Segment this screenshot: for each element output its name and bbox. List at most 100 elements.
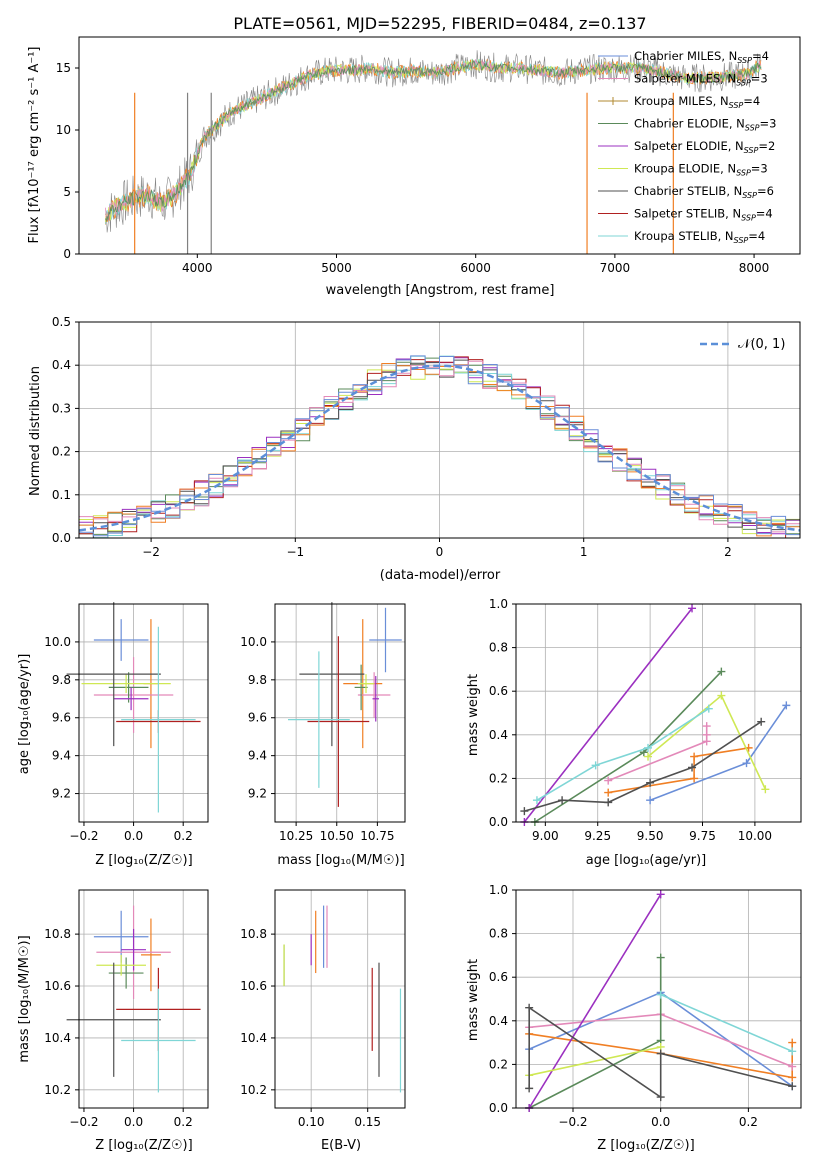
plus-marker xyxy=(688,763,697,772)
x-tick-label: −2 xyxy=(142,545,160,559)
y-tick-label: 1.0 xyxy=(489,597,508,611)
plus-marker xyxy=(646,796,655,805)
y-tick-label: 9.4 xyxy=(248,749,267,763)
massweight-line xyxy=(607,726,708,782)
plus-marker xyxy=(717,691,726,700)
y-tick-label: 0.8 xyxy=(489,641,508,655)
spectrum-model-line xyxy=(105,50,762,233)
spectrum-plot-area xyxy=(105,50,762,254)
spectrum-model-line xyxy=(105,58,762,223)
y-tick-label: 15 xyxy=(56,61,71,75)
metallicity-mass-panel: −0.2 0.0 0.2 10.2 10.4 10.6 10.8 xyxy=(44,889,209,1129)
z-mw-ylabel: mass weight xyxy=(466,959,481,1041)
y-tick-label: 0.2 xyxy=(52,445,71,459)
y-tick-label: 5 xyxy=(63,185,71,199)
age-massweight-panel: 9.00 9.25 9.50 9.75 10.00 0.0 0.2 0.4 0.6 0.8 1.0 xyxy=(489,597,802,843)
y-tick-label: 0.4 xyxy=(489,728,508,742)
x-tick-label: 0 xyxy=(436,545,444,559)
spectrum-ylabel: Flux [fλ10⁻¹⁷ erg cm⁻² s⁻¹ A⁻¹] xyxy=(27,47,42,244)
y-tick-label: 9.2 xyxy=(248,787,267,801)
legend-label: Chabrier STELIB, NSSP=6 xyxy=(634,184,774,200)
y-tick-label: 0.4 xyxy=(52,358,71,372)
panel-frame xyxy=(78,889,209,1109)
mass-ylabel: mass [log₁₀(M/M☉)] xyxy=(17,935,32,1062)
panel-frame xyxy=(515,889,802,1109)
mass-age-panel: 10.25 10.50 10.75 9.2 9.4 9.6 9.8 10.0 xyxy=(240,602,406,843)
spectrum-ticks: 4000 5000 6000 7000 8000 0 5 10 15 xyxy=(56,61,770,275)
x-tick-label: 5000 xyxy=(321,261,352,275)
plus-marker xyxy=(644,752,653,761)
plus-marker xyxy=(525,1084,534,1093)
metallicity-age-panel: −0.2 0.0 0.2 9.2 9.4 9.6 9.8 10.0 xyxy=(44,602,209,843)
panel-frame xyxy=(274,889,406,1109)
x-tick-label: −0.2 xyxy=(69,1115,98,1129)
plus-marker xyxy=(704,704,713,713)
residual-histogram-panel: −2 −1 0 1 2 0.0 0.1 0.2 0.3 0.4 0.5 𝒩(0, 1) (data-… xyxy=(28,315,801,583)
panel-frame xyxy=(78,603,209,823)
x-tick-label: 0.15 xyxy=(354,1115,381,1129)
massweight-line xyxy=(528,957,662,1109)
plus-marker xyxy=(656,1049,665,1058)
plus-marker xyxy=(520,807,529,816)
y-tick-label: 0.6 xyxy=(489,684,508,698)
x-tick-label: 6000 xyxy=(460,261,491,275)
y-tick-label: 10.2 xyxy=(240,1083,267,1097)
x-tick-label: −0.2 xyxy=(558,1115,587,1129)
y-tick-label: 9.8 xyxy=(248,673,267,687)
y-tick-label: 0.6 xyxy=(489,970,508,984)
histogram-xlabel: (data-model)/error xyxy=(380,568,501,583)
histogram-grid xyxy=(79,321,800,539)
legend-label: Salpeter STELIB, NSSP=4 xyxy=(634,207,773,223)
mass-age-xlabel: mass [log₁₀(M/M☉)] xyxy=(277,853,404,868)
plus-marker xyxy=(702,730,711,739)
histogram-step xyxy=(79,355,800,537)
x-tick-label: 4000 xyxy=(182,261,213,275)
y-tick-label: 0.0 xyxy=(489,815,508,829)
plus-marker xyxy=(690,774,699,783)
spectrum-xlabel: wavelength [Angstrom, rest frame] xyxy=(326,283,555,298)
y-tick-label: 0.0 xyxy=(52,531,71,545)
histogram-legend: 𝒩(0, 1) xyxy=(700,337,785,352)
massweight-line xyxy=(660,993,793,1053)
plus-marker xyxy=(742,759,751,768)
y-tick-label: 1.0 xyxy=(489,883,508,897)
plus-marker xyxy=(656,1093,665,1102)
plus-marker xyxy=(646,778,655,787)
ebv-mass-panel: 0.10 0.15 10.2 10.4 10.6 10.8 xyxy=(240,889,406,1129)
y-tick-label: 10.8 xyxy=(240,927,267,941)
y-tick-label: 10.8 xyxy=(44,927,71,941)
plus-marker xyxy=(690,752,699,761)
legend-label: Salpeter MILES, NSSP=3 xyxy=(634,72,768,88)
legend-label: Kroupa ELODIE, NSSP=3 xyxy=(634,162,768,178)
spectrum-legend: Chabrier MILES, NSSP=4 Salpeter MILES, NS… xyxy=(598,49,776,245)
plus-marker xyxy=(656,990,665,999)
legend-label: Chabrier MILES, NSSP=4 xyxy=(634,49,769,65)
plus-marker xyxy=(782,701,791,710)
plus-marker xyxy=(558,796,567,805)
histogram-step xyxy=(79,360,800,533)
metallicity-massweight-panel: −0.2 0.0 0.2 0.0 0.2 0.4 0.6 0.8 1.0 xyxy=(489,883,802,1129)
massweight-line xyxy=(529,1046,661,1077)
massweight-line xyxy=(529,1033,793,1079)
plus-marker xyxy=(604,788,613,797)
x-tick-label: −1 xyxy=(286,545,304,559)
x-tick-label: −0.2 xyxy=(69,829,98,843)
legend-label: Salpeter ELODIE, NSSP=2 xyxy=(634,139,775,155)
age-mw-xlabel: age [log₁₀(age/yr)] xyxy=(586,853,707,868)
plus-marker xyxy=(591,761,600,770)
plus-marker xyxy=(757,717,766,726)
normal-legend-label: 𝒩(0, 1) xyxy=(738,337,785,352)
panel-frame xyxy=(515,603,802,823)
y-tick-label: 10.0 xyxy=(44,635,71,649)
y-tick-label: 10.4 xyxy=(240,1031,267,1045)
plus-marker xyxy=(525,1003,534,1012)
y-tick-label: 10 xyxy=(56,123,71,137)
x-tick-label: 10.25 xyxy=(279,829,313,843)
y-tick-label: 0.4 xyxy=(489,1014,508,1028)
x-tick-label: 8000 xyxy=(739,261,770,275)
plus-marker xyxy=(644,743,653,752)
x-tick-label: 9.25 xyxy=(584,829,611,843)
age-mw-ylabel: mass weight xyxy=(466,674,481,756)
legend-marker xyxy=(609,97,617,105)
